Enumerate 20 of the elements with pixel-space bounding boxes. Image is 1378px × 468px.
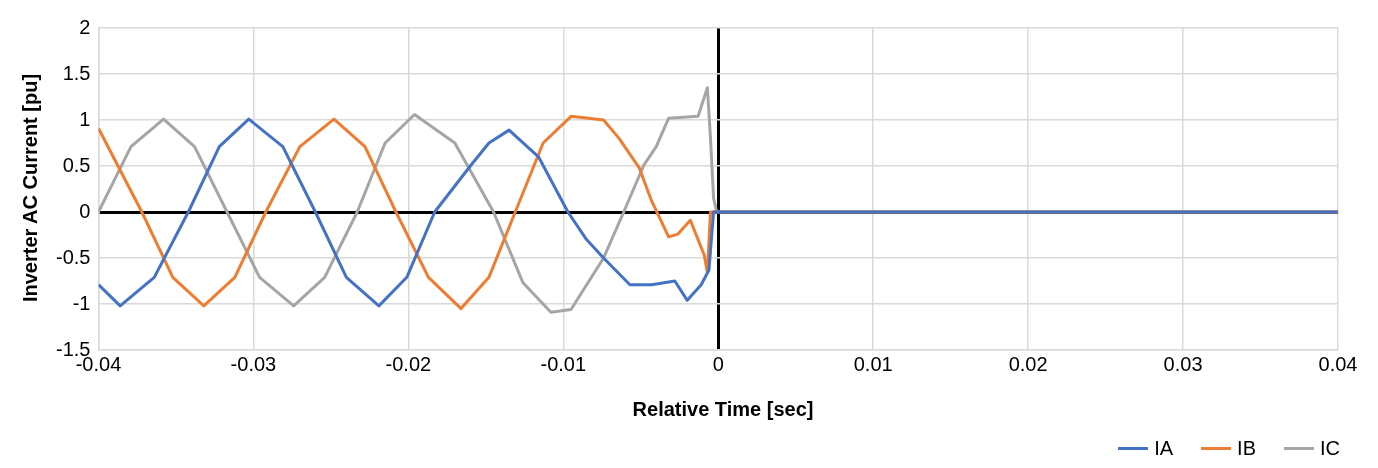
y-tick-label: 0.5	[62, 153, 91, 176]
x-tick-label: 0.04	[1318, 352, 1358, 375]
x-tick-label: 0.03	[1163, 352, 1203, 375]
legend-label: IA	[1154, 437, 1174, 460]
x-tick-label: -0.01	[540, 352, 587, 375]
x-tick-label: -0.02	[385, 352, 432, 375]
x-tick-label: 0.01	[853, 352, 893, 375]
x-tick-label: 0	[712, 352, 724, 375]
x-tick-label: 0.02	[1008, 352, 1048, 375]
y-tick-label: -0.5	[55, 245, 91, 268]
x-tick-label: -0.03	[230, 352, 277, 375]
y-tick-label: 0	[79, 199, 91, 222]
y-axis-title: Inverter AC Current [pu]	[18, 73, 42, 303]
legend-label: IC	[1320, 437, 1340, 460]
y-tick-label: 1	[79, 107, 91, 130]
legend-label: IB	[1237, 437, 1256, 460]
y-tick-label: -1	[72, 291, 91, 314]
y-tick-label: 1.5	[62, 61, 91, 84]
y-tick-label: 2	[79, 15, 91, 38]
x-axis-title: Relative Time [sec]	[631, 398, 815, 421]
